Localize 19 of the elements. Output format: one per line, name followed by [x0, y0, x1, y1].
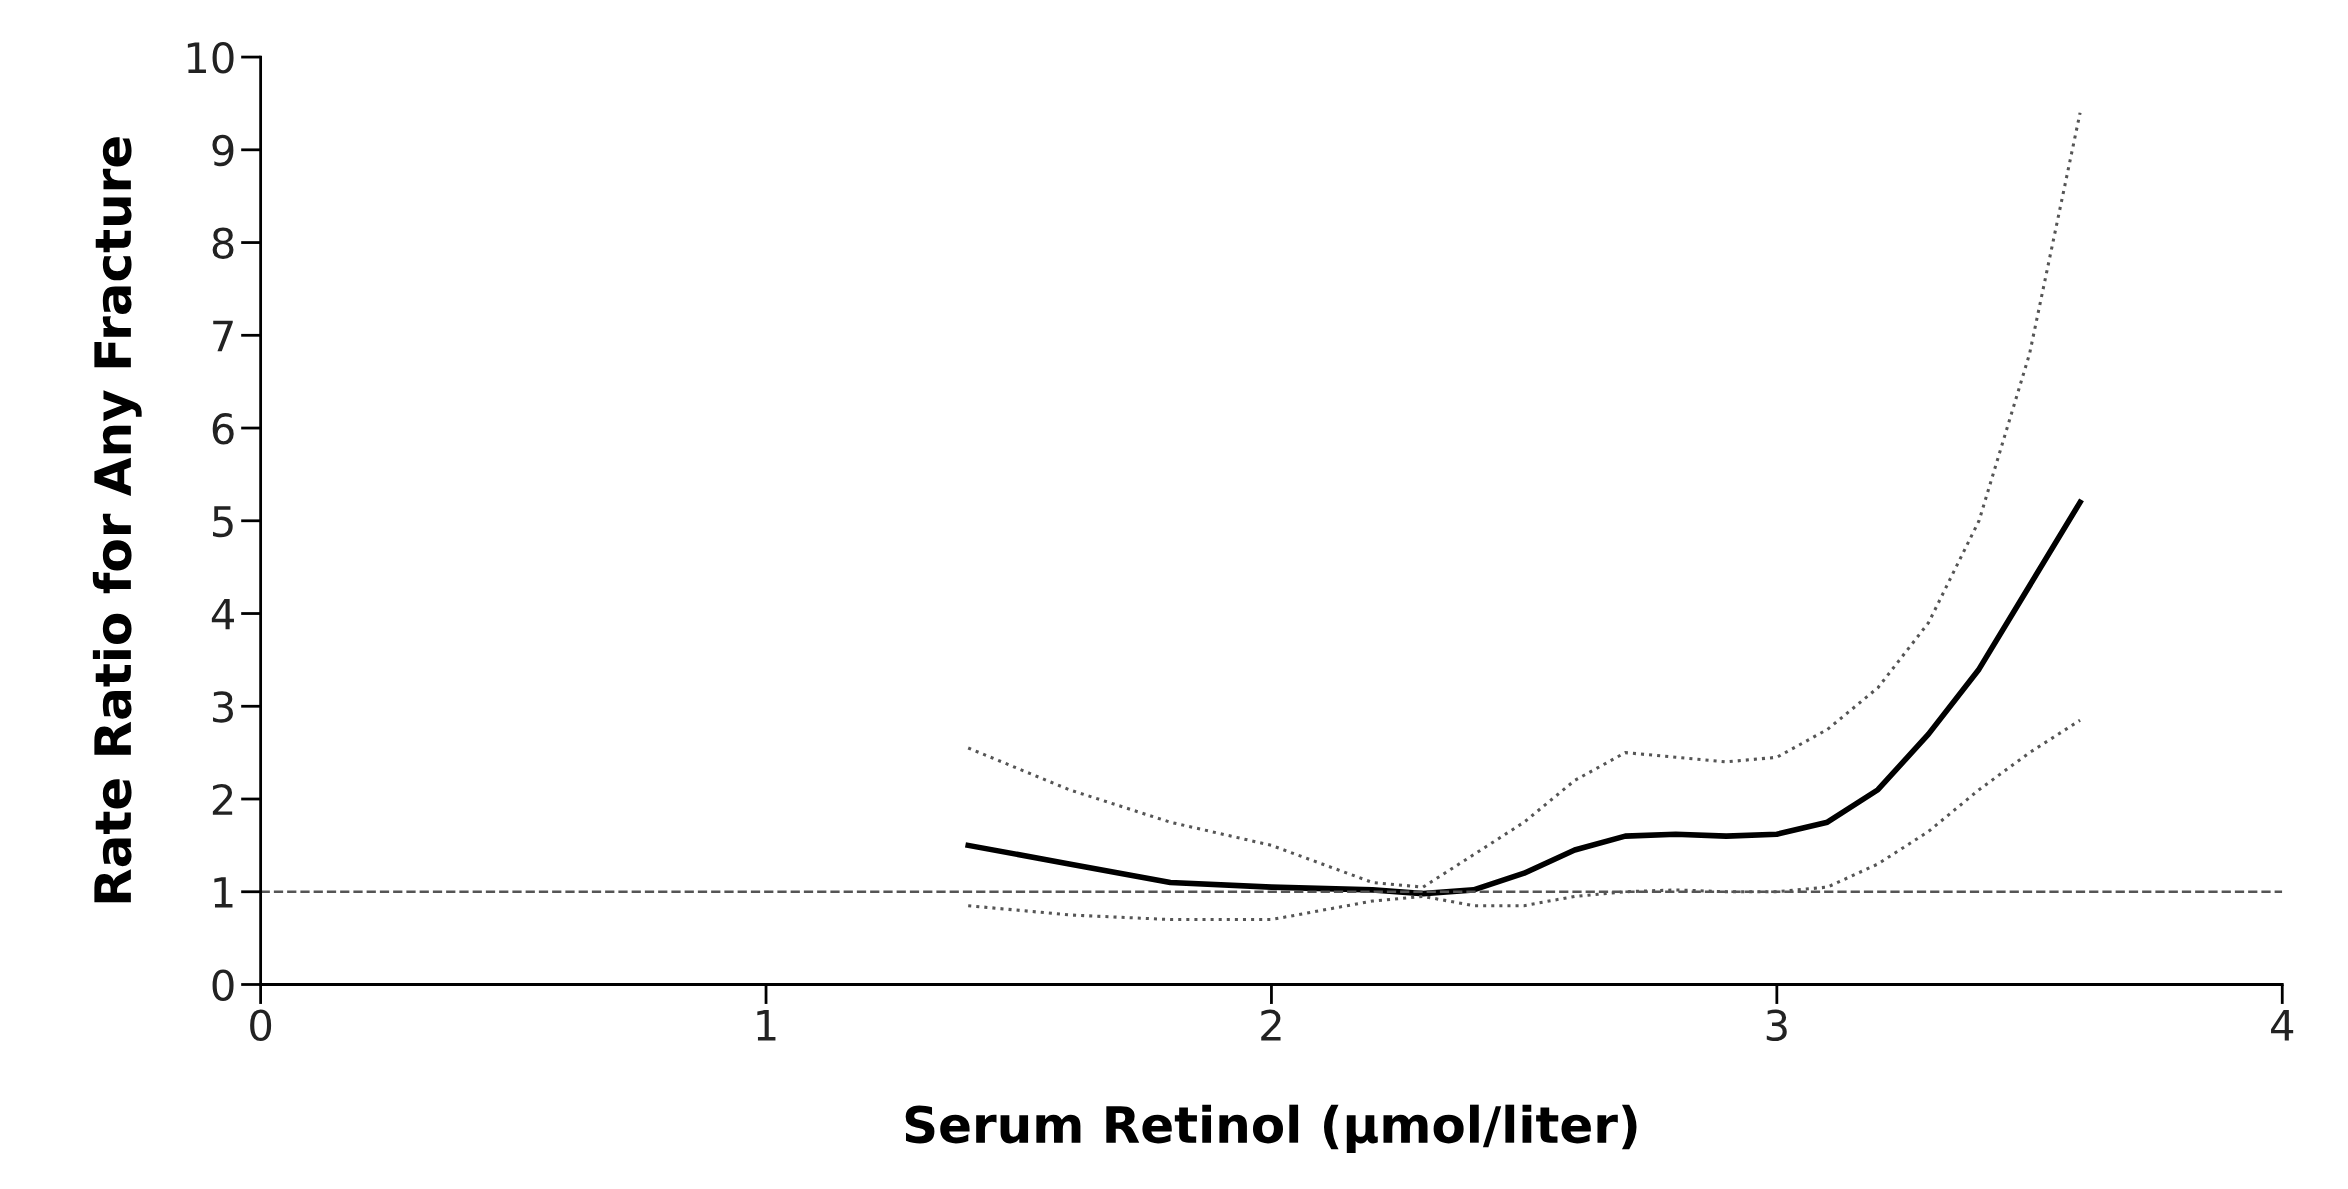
y-axis-title: Rate Ratio for Any Fracture [92, 137, 142, 903]
y-tick-label: 5 [213, 506, 233, 538]
y-tick-label: 8 [212, 227, 234, 259]
x-axis-title: Serum Retinol (μmol/liter) [905, 1104, 1637, 1154]
x-tick-label: 3 [1766, 1009, 1787, 1042]
y-tick-label: 1 [214, 877, 233, 908]
y-tick-label: 7 [213, 320, 233, 352]
y-tick-label: 6 [212, 412, 234, 445]
x-tick-label: 4 [2271, 1010, 2294, 1041]
y-tick-label: 10 [187, 41, 234, 74]
x-tick-label: 1 [757, 1010, 776, 1041]
x-tick-label: 2 [1261, 1009, 1281, 1041]
y-tick-label: 3 [212, 691, 233, 723]
x-tick-label: 0 [250, 1009, 272, 1042]
y-tick-label: 9 [212, 134, 234, 167]
line-series [966, 111, 2082, 889]
y-tick-label: 4 [211, 598, 234, 630]
y-tick-label: 2 [212, 783, 233, 815]
y-tick-label: 0 [212, 969, 234, 1001]
